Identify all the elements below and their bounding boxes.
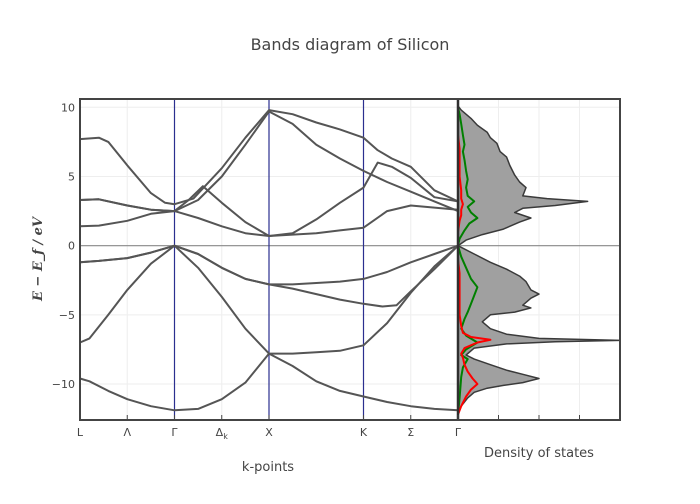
x-tick-label: Λ xyxy=(123,426,131,439)
y-tick-label: 5 xyxy=(68,170,75,183)
y-tick-label: 0 xyxy=(68,240,75,253)
x-tick-label: Γ xyxy=(171,426,178,439)
x-tick-label: K xyxy=(360,426,368,439)
x-tick-label: Γ xyxy=(455,426,462,439)
dos-projected-red-line xyxy=(457,107,492,415)
y-tick-label: −10 xyxy=(52,378,75,391)
plot-frame xyxy=(79,98,621,421)
x-tick-label: Σ xyxy=(407,426,414,439)
chart-title: Bands diagram of Silicon xyxy=(251,35,450,54)
dos-axis-title: Density of states xyxy=(484,446,594,461)
x-axis-title: k-points xyxy=(242,460,294,475)
x-tick-label: Δk xyxy=(216,426,229,441)
band-line-4 xyxy=(79,244,459,286)
band-line-8 xyxy=(79,109,459,206)
x-tick-label: L xyxy=(77,426,84,439)
y-tick-label: 10 xyxy=(61,101,75,114)
dos-total-area xyxy=(457,105,621,416)
band-line-1 xyxy=(79,352,459,412)
band-line-2 xyxy=(79,244,459,355)
y-tick-label: −5 xyxy=(59,309,75,322)
y-axis-title: E − E_f / eV xyxy=(31,215,46,302)
x-tick-label: X xyxy=(265,426,273,439)
